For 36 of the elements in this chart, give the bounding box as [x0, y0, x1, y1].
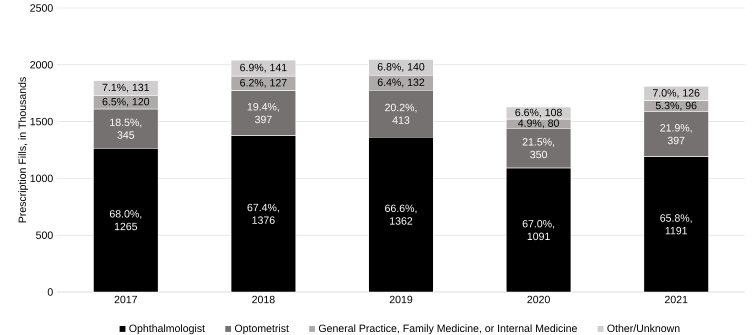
data-label: 67.0%, 1091 — [522, 220, 554, 240]
x-tick-label: 2020 — [527, 296, 550, 304]
data-label: 6.2%, 127 — [240, 79, 287, 88]
data-label: 18.5%, 345 — [110, 118, 142, 139]
data-label: 4.9%, 80 — [518, 119, 559, 128]
y-tick-label: 1500 — [30, 118, 53, 126]
data-label: 20.2%, 413 — [385, 104, 416, 124]
y-axis-title: Prescription Fills, in Thousands — [18, 77, 28, 222]
x-tick-label: 2021 — [664, 296, 688, 304]
legend-label: General Practice, Family Medicine, or Internal Medicine — [318, 324, 577, 334]
y-tick-label: 2500 — [30, 4, 53, 12]
data-label: 68.0%, 1265 — [110, 210, 142, 230]
data-label: 21.5%, 350 — [522, 138, 554, 158]
legend-label: Other/Unknown — [607, 324, 680, 332]
data-label: 66.6%, 1362 — [385, 204, 416, 225]
data-label: 21.9%, 397 — [660, 124, 692, 144]
data-label: 6.8%, 140 — [378, 63, 424, 72]
data-label: 7.1%, 131 — [102, 84, 150, 92]
y-tick-label: 1000 — [30, 174, 53, 182]
data-label: 65.8%, 1191 — [660, 214, 692, 234]
y-tick-label: 2000 — [30, 61, 53, 69]
x-tick-label: 2017 — [114, 296, 138, 304]
y-tick-label: 0 — [48, 288, 53, 296]
x-tick-label: 2018 — [252, 296, 275, 304]
x-tick-label: 2019 — [390, 296, 412, 304]
data-label: 6.4%, 132 — [378, 78, 424, 88]
legend-label: Optometrist — [234, 324, 289, 334]
data-label: 7.0%, 126 — [653, 89, 700, 98]
data-label: 19.4%, 397 — [248, 103, 279, 124]
data-label: 5.3%, 96 — [656, 102, 697, 110]
data-label: 6.6%, 108 — [515, 108, 562, 118]
data-label: 67.4%, 1376 — [248, 204, 279, 224]
data-label: 6.5%, 120 — [102, 98, 150, 107]
data-label: 6.9%, 141 — [240, 64, 287, 72]
legend-label: Ophthalmologist — [129, 324, 205, 334]
y-tick-label: 500 — [36, 231, 53, 239]
